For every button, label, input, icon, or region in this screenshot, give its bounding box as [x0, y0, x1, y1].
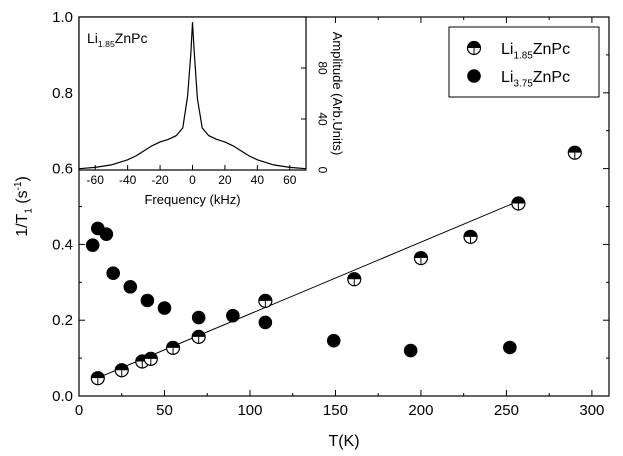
marker-fill [192, 330, 206, 337]
inset-spectrum-line [78, 22, 307, 170]
fit-line [95, 200, 519, 380]
data-point-li185 [143, 351, 158, 366]
data-point-li375 [106, 266, 120, 281]
data-point-li375 [226, 308, 240, 323]
inset-x-tick-label: -60 [87, 173, 105, 187]
inset-x-axis-label: Frequency (kHz) [144, 192, 240, 207]
inset-x-tick-label: 20 [218, 173, 232, 187]
data-point-li185 [347, 272, 362, 287]
inset-y-axis-label: Amplitude (Arb.Units) [330, 32, 345, 156]
data-point-li375 [140, 293, 155, 308]
legend-label-li375: Li3.75ZnPc [501, 69, 570, 89]
x-tick-label: 250 [494, 402, 519, 419]
marker-fill [464, 230, 478, 237]
y-tick-label: 0.8 [52, 85, 73, 102]
legend-marker-li185 [466, 40, 482, 56]
x-tick-label: 0 [75, 402, 83, 419]
legend-marker-li375 [467, 69, 481, 83]
data-point-li185 [413, 250, 429, 266]
data-point-li185 [90, 371, 105, 386]
inset-y-tick-label: 40 [315, 112, 329, 126]
data-point-li185 [165, 340, 181, 355]
legend-box [448, 26, 600, 98]
legend-label-li185: Li1.85ZnPc [501, 41, 570, 61]
y-tick-label: 0.2 [52, 312, 73, 329]
inset-sample-label: Li1.85ZnPc [87, 30, 147, 49]
data-point-li375 [99, 227, 114, 241]
marker-fill [347, 272, 361, 280]
x-tick-label: 50 [156, 402, 173, 419]
marker-fill [511, 196, 525, 204]
x-tick-label: 300 [579, 402, 604, 419]
data-point-li375 [258, 315, 273, 330]
inset-spectrum-plot: -60 -40 -20 0 20 40 60 0 40 80 Frequency (kHz) Ampl… [78, 16, 345, 207]
marker-fill [568, 146, 582, 153]
main-plot: 0 50 100 150 200 250 3000.00.20.40.60.81.0T(K)… [13, 9, 610, 450]
inset-y-tick-label: 0 [315, 167, 329, 174]
data-point-li375 [503, 340, 517, 355]
data-point-li185 [567, 145, 582, 160]
data-point-li185 [463, 229, 478, 244]
inset-x-tick-label: 40 [251, 173, 265, 187]
y-tick-label: 0.0 [52, 388, 73, 405]
y-tick-label: 0.4 [52, 236, 73, 253]
inset-x-tick-label: -20 [151, 173, 169, 187]
inset-x-tick-label: -40 [119, 173, 137, 187]
data-point-li185 [258, 293, 273, 308]
data-point-li375 [157, 301, 172, 315]
x-axis-label: T(K) [328, 433, 359, 450]
data-point-li375 [123, 280, 138, 294]
y-tick-label: 0.6 [52, 161, 73, 178]
inset-x-tick-label: 60 [283, 173, 297, 187]
data-point-li375 [326, 333, 341, 348]
data-point-li375 [85, 238, 100, 252]
y-tick-label: 1.0 [52, 9, 73, 26]
x-tick-label: 200 [408, 402, 433, 419]
x-tick-label: 150 [323, 402, 348, 419]
marker-fill [414, 251, 428, 259]
marker-fill [467, 41, 481, 48]
marker-fill [258, 294, 272, 301]
data-point-li185 [114, 363, 129, 378]
marker-fill [91, 371, 105, 379]
inset-y-tick-label: 80 [315, 61, 329, 75]
inset-frame [78, 16, 307, 171]
x-tick-label: 100 [237, 402, 262, 419]
y-axis-label: 1/T1 (s-1) [13, 176, 35, 237]
data-point-li185 [511, 196, 526, 211]
legend: Li1.85ZnPc Li3.75ZnPc [448, 26, 600, 98]
data-point-li185 [191, 329, 206, 344]
data-point-li375 [403, 343, 418, 358]
data-point-li375 [191, 310, 206, 325]
marker-fill [115, 363, 129, 371]
inset-x-tick-label: 0 [189, 173, 196, 187]
marker-fill [144, 352, 158, 359]
marker-fill [166, 341, 180, 348]
